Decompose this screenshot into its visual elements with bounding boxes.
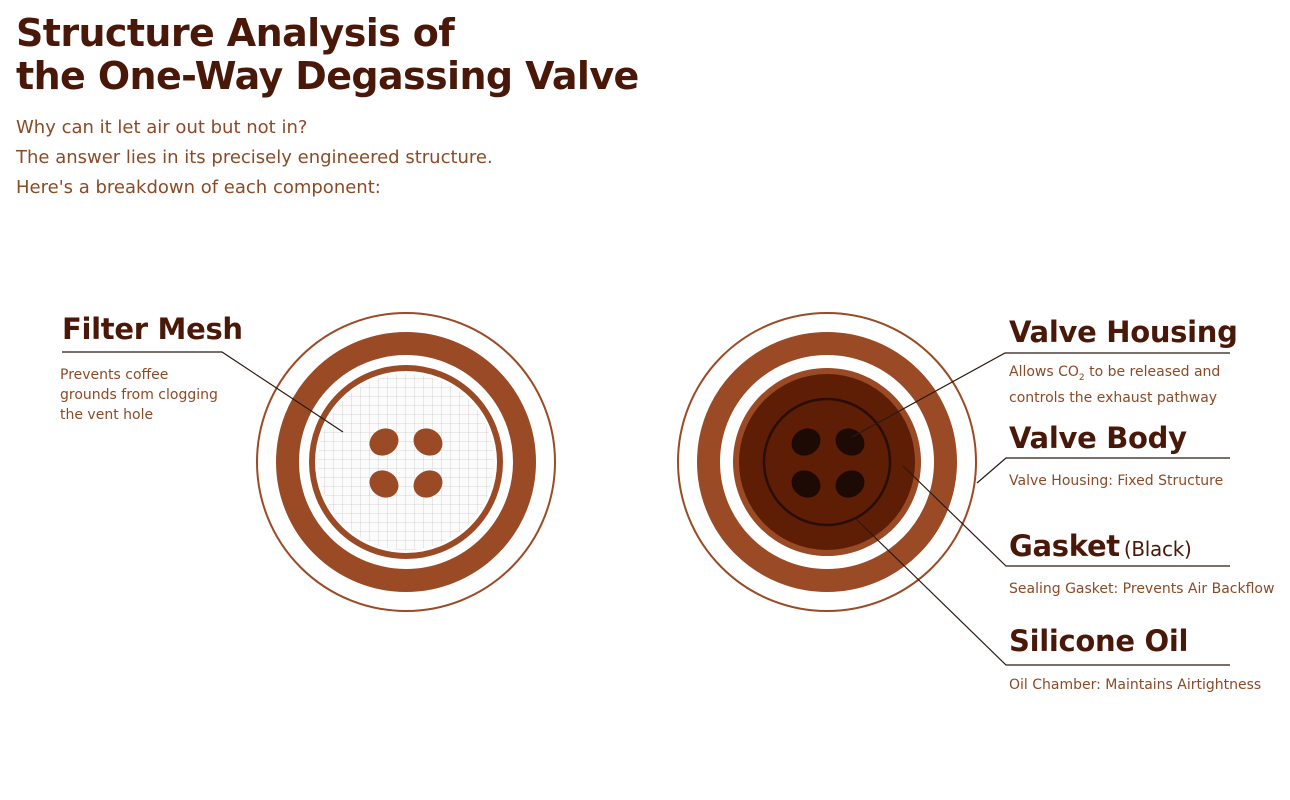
subscript-2: 2 (1078, 373, 1085, 383)
valve-body-leader (976, 457, 1230, 484)
valve-body-label: Valve Body (1009, 421, 1187, 455)
valve-body-description: Valve Housing: Fixed Structure (1009, 473, 1224, 489)
filter-mesh-description: Prevents coffee grounds from clogging th… (60, 365, 218, 425)
vent-hole (835, 470, 865, 498)
valve-body-diagram (677, 312, 977, 612)
filter-mesh-desc-line: grounds from clogging (60, 387, 218, 403)
silicone-oil-chamber (739, 374, 915, 550)
gasket-label: Gasket (Black) (1009, 529, 1192, 566)
gasket-ring (762, 397, 892, 527)
inner-ring (309, 365, 503, 559)
intro-line-3: Here's a breakdown of each component: (16, 177, 381, 198)
vent-hole (369, 470, 399, 498)
intro-line-2: The answer lies in its precisely enginee… (16, 147, 493, 168)
filter-mesh-valve (256, 312, 556, 612)
filter-mesh-desc-line: the vent hole (60, 407, 154, 423)
vent-hole (369, 428, 399, 456)
gasket-name: Gasket (1009, 529, 1120, 563)
valve-housing-leader (851, 352, 1230, 438)
leader-lines (62, 351, 1230, 666)
vent-hole (835, 428, 865, 456)
page-title: Structure Analysis of the One-Way Degass… (16, 12, 639, 98)
vent-holes (369, 428, 443, 498)
intro-text: Why can it let air out but not in? The a… (16, 113, 493, 203)
silicone-oil-leader (854, 517, 1230, 666)
filter-mesh-grid (318, 374, 494, 550)
desc-text: to be released and (1084, 364, 1221, 380)
outer-rim (256, 312, 556, 612)
desc-text: Allows CO (1009, 364, 1079, 380)
filter-mesh-leader (62, 351, 344, 433)
filter-mesh-desc-line: Prevents coffee (60, 367, 169, 383)
title-line-1: Structure Analysis of (16, 11, 455, 55)
vent-hole (413, 470, 443, 498)
silicone-oil-label: Silicone Oil (1009, 624, 1189, 658)
valve-housing-label: Valve Housing (1009, 315, 1238, 349)
housing-ring (697, 332, 957, 592)
housing-ring (276, 332, 536, 592)
gasket-leader (902, 465, 1230, 567)
gasket-note: (Black) (1123, 537, 1192, 561)
vent-holes (791, 428, 865, 498)
valve-housing-desc-line-1: Allows CO2 to be released and (1009, 362, 1220, 388)
gasket-description: Sealing Gasket: Prevents Air Backflow (1009, 581, 1275, 597)
vent-hole (413, 428, 443, 456)
valve-housing-desc-line-2: controls the exhaust pathway (1009, 390, 1218, 406)
vent-hole (791, 470, 821, 498)
outer-rim (677, 312, 977, 612)
valve-housing-description: Allows CO2 to be released and controls t… (1009, 362, 1220, 408)
vent-hole (791, 428, 821, 456)
filter-mesh-label: Filter Mesh (62, 312, 243, 346)
silicone-oil-description: Oil Chamber: Maintains Airtightness (1009, 677, 1262, 693)
intro-line-1: Why can it let air out but not in? (16, 117, 308, 138)
title-line-2: the One-Way Degassing Valve (16, 54, 639, 98)
